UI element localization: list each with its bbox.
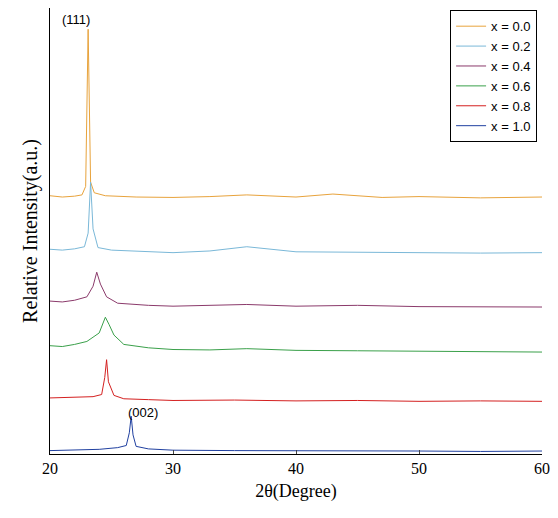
- svg-text:x = 0.6: x = 0.6: [491, 79, 530, 94]
- svg-text:x = 0.8: x = 0.8: [491, 99, 530, 114]
- svg-text:Relative Intensity(a.u.): Relative Intensity(a.u.): [19, 139, 42, 323]
- svg-text:x = 0.0: x = 0.0: [491, 19, 530, 34]
- svg-text:50: 50: [411, 460, 427, 477]
- svg-text:x = 1.0: x = 1.0: [491, 119, 530, 134]
- svg-text:60: 60: [534, 460, 550, 477]
- svg-text:x = 0.4: x = 0.4: [491, 59, 530, 74]
- svg-text:40: 40: [288, 460, 304, 477]
- svg-text:(002): (002): [128, 405, 158, 420]
- svg-text:20: 20: [42, 460, 58, 477]
- svg-text:(111): (111): [62, 12, 90, 27]
- svg-text:30: 30: [165, 460, 181, 477]
- svg-text:x = 0.2: x = 0.2: [491, 39, 530, 54]
- svg-text:2θ(Degree): 2θ(Degree): [255, 481, 337, 502]
